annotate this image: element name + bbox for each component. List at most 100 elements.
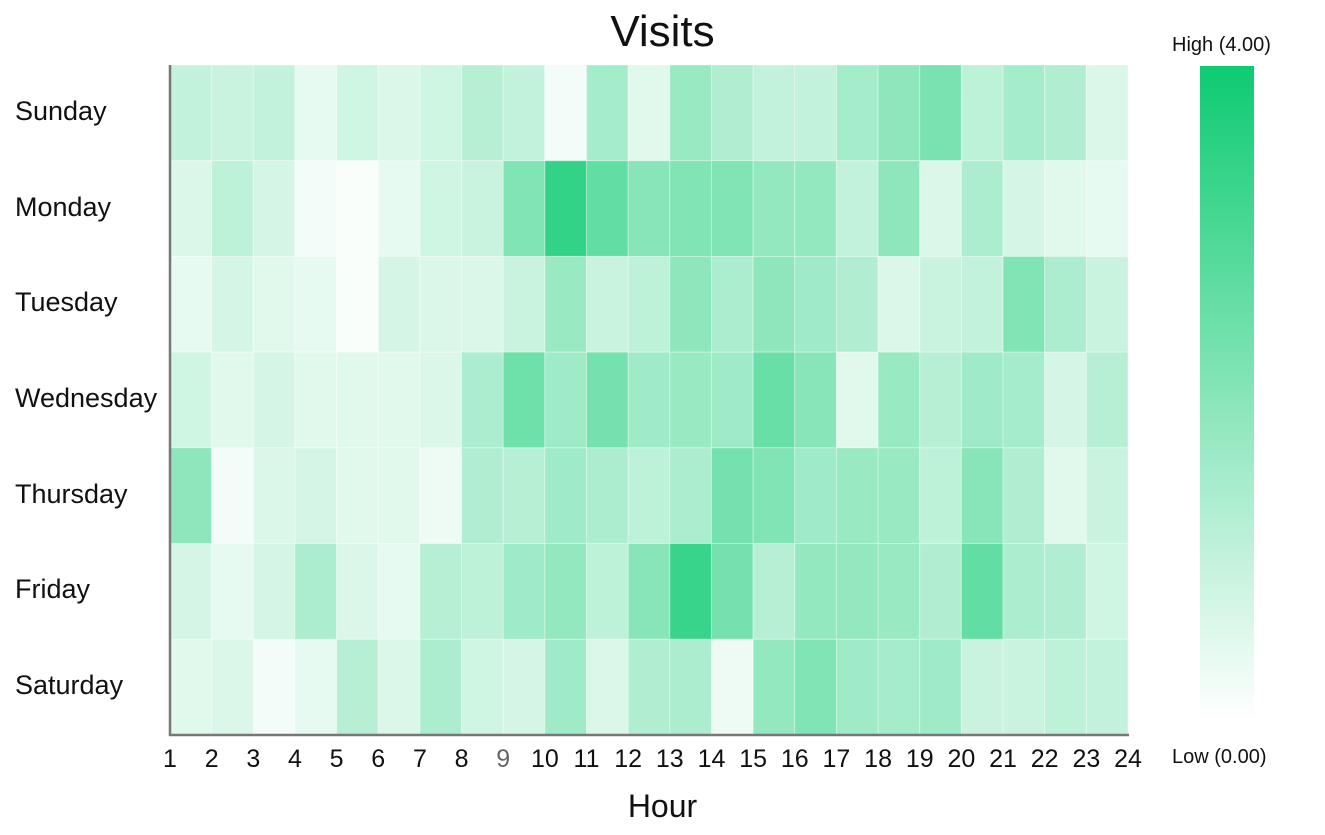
x-tick-label: 20: [947, 745, 976, 773]
x-tick-label: 17: [822, 745, 851, 773]
x-tick-label: 15: [739, 745, 768, 773]
heatmap-cell: [377, 447, 421, 545]
x-tick-label: 4: [288, 745, 302, 773]
heatmap-cell: [1085, 255, 1129, 353]
heatmap-cell: [794, 638, 837, 736]
heatmap-cell: [419, 638, 463, 736]
heatmap-cell: [669, 255, 712, 353]
heatmap-cell: [502, 447, 546, 545]
y-tick-label: Thursday: [15, 478, 128, 509]
heatmap-cell: [211, 447, 254, 545]
x-tick-label: 12: [614, 745, 643, 773]
heatmap-cell: [710, 638, 754, 736]
heatmap-cell: [211, 638, 254, 736]
heatmap-cell: [252, 543, 296, 640]
heatmap-cell: [877, 543, 921, 640]
heatmap-cell: [294, 447, 338, 545]
heatmap-cell: [752, 543, 796, 640]
heatmap-cell: [835, 351, 879, 449]
legend-color-bar: [1200, 66, 1254, 722]
heatmap-cell: [544, 64, 588, 162]
heatmap-cell: [1002, 255, 1046, 353]
heatmap-cell: [794, 160, 837, 257]
heatmap-cell: [252, 255, 296, 353]
heatmap-cell: [710, 160, 754, 257]
heatmap-cell: [544, 351, 588, 449]
heatmap-cell: [377, 351, 421, 449]
x-tick-label: 24: [1114, 745, 1142, 773]
heatmap-cell: [544, 447, 588, 545]
heatmap-cell: [461, 160, 504, 257]
heatmap-cell: [752, 64, 796, 162]
heatmap-cell: [461, 638, 504, 736]
x-tick-label: 19: [905, 745, 934, 773]
heatmap-cell: [377, 64, 421, 162]
x-tick-label: 9: [496, 745, 511, 773]
heatmap-cell: [627, 160, 671, 257]
heatmap-cell: [1044, 255, 1087, 353]
heatmap-cell: [835, 638, 879, 736]
x-tick-label: 6: [371, 745, 386, 773]
heatmap-cell: [211, 543, 254, 640]
heatmap-cell: [461, 255, 504, 353]
heatmap-cell: [252, 351, 296, 449]
x-tick-label: 8: [454, 745, 469, 773]
heatmap-cell: [502, 255, 546, 353]
heatmap-cell: [544, 255, 588, 353]
heatmap-cell: [169, 543, 213, 640]
y-tick-label: Saturday: [15, 670, 124, 701]
x-tick-label: 21: [989, 745, 1017, 773]
x-tick-label: 13: [655, 745, 684, 773]
heatmap-cell: [252, 160, 296, 257]
legend-low-label: Low (0.00): [1172, 746, 1267, 768]
heatmap-cell: [960, 447, 1004, 545]
heatmap-cell: [835, 543, 879, 640]
heatmap-cell: [336, 351, 379, 449]
heatmap-cell: [960, 255, 1004, 353]
heatmap-cell: [377, 543, 421, 640]
heatmap-cell: [211, 160, 254, 257]
heatmap-cell: [669, 638, 712, 736]
heatmap-cell: [169, 351, 213, 449]
heatmap-cell: [794, 543, 837, 640]
heatmap-cell: [752, 638, 796, 736]
heatmap-cell: [336, 447, 379, 545]
heatmap-cell: [752, 160, 796, 257]
heatmap-cell: [919, 543, 962, 640]
heatmap-cell: [1085, 638, 1129, 736]
heatmap-cell: [211, 64, 254, 162]
heatmap-cell: [461, 543, 504, 640]
heatmap-cell: [919, 255, 962, 353]
heatmap-cell: [627, 543, 671, 640]
heatmap-cell: [877, 255, 921, 353]
heatmap-cell: [461, 351, 504, 449]
heatmap-cell: [336, 64, 379, 162]
x-tick-label: 2: [204, 745, 219, 773]
heatmap-cell: [919, 351, 962, 449]
heatmap-cell: [586, 255, 629, 353]
heatmap-cell: [752, 447, 796, 545]
heatmap-cell: [252, 64, 296, 162]
heatmap-cell: [1002, 543, 1046, 640]
heatmap-cell: [1044, 543, 1087, 640]
heatmap-cell: [835, 447, 879, 545]
x-tick-label: 7: [412, 745, 427, 773]
heatmap-cell: [960, 543, 1004, 640]
heatmap-cell: [377, 638, 421, 736]
heatmap-cell: [419, 160, 463, 257]
heatmap-cell: [1044, 160, 1087, 257]
heatmap-cell: [960, 64, 1004, 162]
heatmap-cell: [544, 543, 588, 640]
heatmap-cell: [211, 255, 254, 353]
heatmap-cell: [502, 638, 546, 736]
y-tick-label: Tuesday: [15, 287, 118, 318]
heatmap-cell: [960, 638, 1004, 736]
heatmap-cell: [336, 638, 379, 736]
heatmap-cell: [586, 543, 629, 640]
heatmap-cell: [710, 64, 754, 162]
x-axis-label: Hour: [627, 788, 698, 824]
heatmap-cell: [461, 64, 504, 162]
heatmap-cell: [502, 64, 546, 162]
heatmap-cell: [752, 255, 796, 353]
